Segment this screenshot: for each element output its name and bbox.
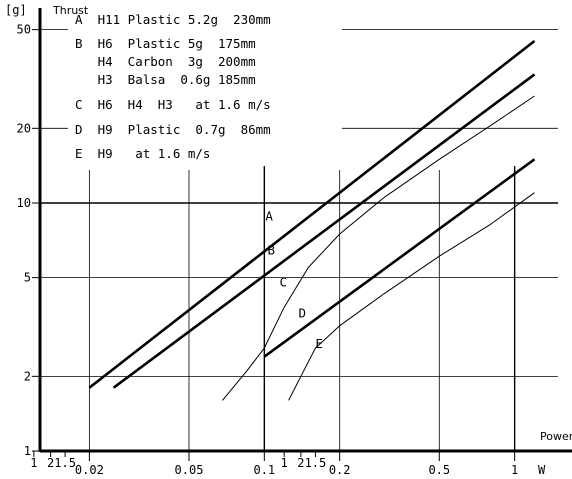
series-line-e (288, 192, 535, 401)
y-tick-label: 2 (24, 369, 31, 383)
x-minor-tick-label: 2 (297, 456, 304, 470)
x-tick-label: 0.5 (428, 463, 450, 477)
x-minor-tick-label: 1.5 (54, 456, 76, 470)
x-tick-label: 0.1 (253, 463, 275, 477)
curve-labels: A B C DE (265, 208, 323, 351)
series-line-c (222, 95, 535, 401)
x-minor-tick-label: 2 (47, 456, 54, 470)
x-tick-label: 0.02 (75, 463, 104, 477)
legend-entry: H4 Carbon 3g 200mm (75, 54, 256, 69)
curve-label-d: D (299, 306, 307, 321)
curve-label-c: C (280, 275, 288, 290)
legend: A H11 Plastic 5.2g 230mm B H6 Plastic 5g … (75, 12, 271, 161)
x-tick-label: 1 (511, 463, 518, 477)
legend-entry: B H6 Plastic 5g 175mm (75, 36, 256, 51)
legend-entry: D H9 Plastic 0.7g 86mm (75, 122, 271, 137)
x-unit-label: W (538, 463, 546, 477)
y-axis-title: Thrust (52, 4, 89, 17)
series-group (88, 39, 536, 401)
y-tick-label: 10 (17, 196, 31, 210)
x-axis-title: Power (540, 430, 572, 443)
y-tick-label: 5 (24, 271, 31, 285)
x-minor-tick-label: 1 (281, 456, 288, 470)
x-minor-tick-label: 1 (30, 456, 37, 470)
y-unit-label: [g] (5, 3, 27, 17)
x-tick-label: 0.2 (329, 463, 351, 477)
x-minor-tick-label: 1.5 (305, 456, 327, 470)
series-line-a (88, 39, 536, 389)
axes (32, 8, 572, 461)
series-line-d (263, 158, 536, 358)
curve-label-a: A (265, 208, 273, 223)
y-tick-label: 1 (24, 444, 31, 458)
x-tick-label: 0.05 (175, 463, 204, 477)
y-tick-label: 20 (17, 121, 31, 135)
legend-entry: H3 Balsa 0.6g 185mm (75, 72, 256, 87)
legend-entry: A H11 Plastic 5.2g 230mm (75, 12, 271, 27)
grid (40, 29, 558, 451)
curve-label-b: B (268, 242, 276, 257)
y-tick-label: 50 (17, 23, 31, 37)
series-line-b (112, 73, 536, 389)
legend-entry: C H6 H4 H3 at 1.6 m/s (75, 97, 271, 112)
curve-label-e: E (315, 336, 323, 351)
legend-entry: E H9 at 1.6 m/s (75, 146, 210, 161)
